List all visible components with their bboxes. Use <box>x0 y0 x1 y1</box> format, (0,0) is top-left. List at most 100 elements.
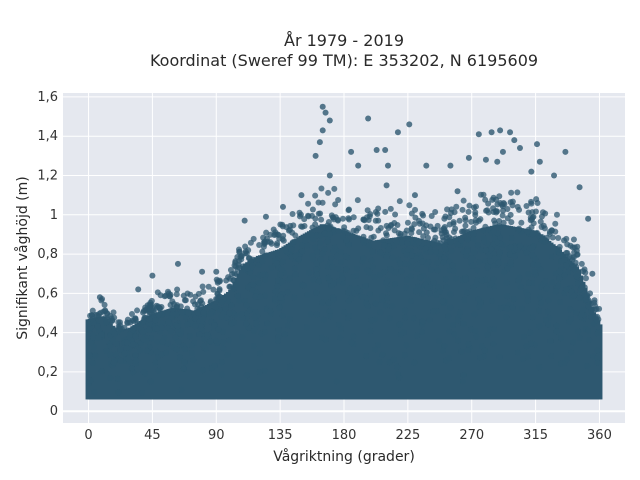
data-point <box>372 300 379 307</box>
data-point <box>101 301 108 308</box>
data-point <box>374 342 381 349</box>
chart-title-line-1: År 1979 - 2019 <box>284 31 404 50</box>
data-point <box>329 263 336 270</box>
data-point <box>245 284 252 291</box>
data-point <box>524 228 531 235</box>
data-point <box>326 231 333 238</box>
data-point <box>435 338 442 345</box>
data-point <box>277 271 284 278</box>
data-point <box>552 220 559 227</box>
data-point <box>327 313 334 320</box>
data-point <box>273 250 280 257</box>
data-point <box>408 230 415 237</box>
data-point <box>383 230 390 237</box>
data-point-outlier <box>465 154 472 161</box>
data-point <box>194 309 201 316</box>
data-point <box>318 185 325 192</box>
data-point <box>256 369 263 376</box>
data-point <box>503 279 510 286</box>
data-point <box>273 242 280 249</box>
data-point <box>272 295 279 302</box>
data-point <box>364 207 371 214</box>
data-point <box>331 185 338 192</box>
data-point <box>233 282 240 289</box>
data-point <box>534 229 541 236</box>
data-point <box>314 249 321 256</box>
data-point <box>548 227 555 234</box>
data-point <box>259 258 266 265</box>
data-point <box>575 328 582 335</box>
data-point <box>594 359 601 366</box>
data-point <box>464 236 471 243</box>
data-point <box>360 216 367 223</box>
data-point <box>133 357 140 364</box>
data-point-outlier <box>382 146 389 153</box>
data-point-outlier <box>536 158 543 165</box>
data-point <box>410 315 417 322</box>
data-point <box>290 222 297 229</box>
data-point <box>570 292 577 299</box>
data-point <box>481 258 488 265</box>
data-point <box>447 291 454 298</box>
data-point <box>445 313 452 320</box>
data-point <box>545 321 552 328</box>
data-point <box>508 189 515 196</box>
x-tick-label: 180 <box>332 428 357 443</box>
y-tick-labels: 0 0,2 0,4 0,6 0,8 1 1,2 1,4 1,6 <box>37 90 58 419</box>
data-point <box>348 339 355 346</box>
data-point <box>592 313 599 320</box>
data-point <box>397 260 404 267</box>
data-point <box>224 351 231 358</box>
data-point <box>411 221 418 228</box>
data-point-outlier <box>384 162 391 169</box>
data-point <box>412 288 419 295</box>
data-point <box>190 356 197 363</box>
data-point <box>533 196 540 203</box>
data-point <box>188 350 195 357</box>
data-point-outlier <box>394 129 401 136</box>
data-point <box>377 249 384 256</box>
data-point <box>585 304 592 311</box>
data-point-outlier <box>475 131 482 138</box>
data-point <box>346 216 353 223</box>
data-point <box>372 346 379 353</box>
data-point <box>214 290 221 297</box>
data-point <box>292 271 299 278</box>
data-point <box>128 311 135 318</box>
data-point <box>514 349 521 356</box>
data-point <box>474 242 481 249</box>
data-point <box>406 202 413 209</box>
data-point <box>220 345 227 352</box>
data-point <box>396 198 403 205</box>
data-point <box>335 321 342 328</box>
data-point <box>470 236 477 243</box>
data-point <box>436 288 443 295</box>
data-point <box>525 353 532 360</box>
data-point <box>107 375 114 382</box>
data-point <box>325 299 332 306</box>
data-point <box>158 324 165 331</box>
data-point <box>368 257 375 264</box>
data-point <box>261 367 268 374</box>
data-point <box>302 237 309 244</box>
data-point <box>134 307 141 314</box>
data-point <box>503 313 510 320</box>
data-point <box>529 231 536 238</box>
data-point <box>387 266 394 273</box>
data-point <box>100 308 107 315</box>
data-point <box>548 253 555 260</box>
data-point <box>408 258 415 265</box>
data-point <box>309 231 316 238</box>
data-point <box>304 242 311 249</box>
data-point <box>408 252 415 259</box>
data-point <box>223 314 230 321</box>
data-point <box>458 237 465 244</box>
data-point <box>339 215 346 222</box>
y-tick-label: 1,2 <box>37 169 58 184</box>
data-point <box>148 335 155 342</box>
data-point <box>231 319 238 326</box>
data-point <box>174 286 181 293</box>
data-point <box>464 247 471 254</box>
data-point <box>321 230 328 237</box>
data-point <box>198 322 205 329</box>
